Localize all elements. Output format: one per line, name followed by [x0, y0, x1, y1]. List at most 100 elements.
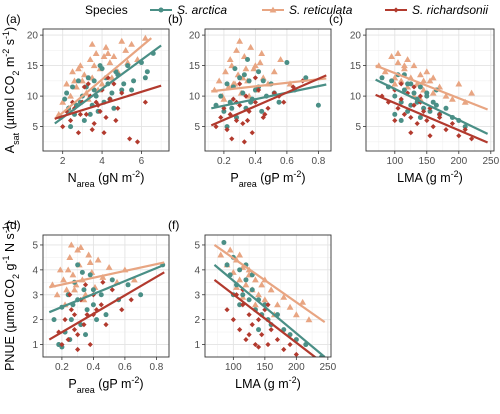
- data-point: [252, 75, 258, 81]
- data-point: [240, 292, 246, 298]
- data-point: [241, 139, 247, 145]
- data-point: [104, 50, 112, 56]
- regression-line: [54, 84, 162, 120]
- data-point: [85, 81, 91, 87]
- data-point: [221, 108, 227, 114]
- data-point: [381, 68, 389, 75]
- x-tick-label: 150: [257, 362, 274, 373]
- data-point: [75, 346, 81, 353]
- data-point: [423, 68, 431, 75]
- data-point: [456, 133, 462, 139]
- data-point: [87, 341, 93, 348]
- data-point: [392, 111, 398, 117]
- data-point: [106, 59, 114, 66]
- regression-line: [211, 83, 327, 110]
- x-tick-label: 0.4: [248, 156, 262, 167]
- panel-frame: [204, 234, 332, 358]
- y-tick-label: 4: [194, 265, 200, 276]
- data-point: [259, 74, 267, 81]
- data-point: [240, 90, 246, 96]
- data-point: [417, 71, 424, 78]
- x-tick-label: 100: [386, 156, 403, 167]
- data-point: [90, 287, 96, 293]
- panel-frame: [42, 234, 170, 358]
- data-point: [56, 266, 64, 273]
- data-point: [443, 127, 449, 133]
- y-tick-label: 10: [350, 92, 362, 103]
- panel-c: 100 150 200 250 5 10 15 20 (c) LMA (g m-2): [329, 12, 500, 185]
- data-point: [105, 75, 111, 81]
- data-point: [404, 56, 411, 63]
- data-point: [113, 117, 119, 124]
- data-point: [270, 68, 278, 75]
- data-point: [220, 95, 228, 102]
- regression-line: [54, 37, 152, 121]
- data-point: [70, 84, 76, 90]
- x-axis-label: Parea (gP m-2): [68, 375, 143, 395]
- data-point: [224, 81, 230, 87]
- data-point: [99, 273, 107, 280]
- y-tick-label: 5: [194, 240, 200, 251]
- data-point: [85, 75, 91, 81]
- data-point: [249, 322, 255, 328]
- x-tick-label: 100: [225, 362, 242, 373]
- data-point: [398, 118, 404, 123]
- data-point: [74, 246, 82, 253]
- data-point: [449, 95, 456, 102]
- y-axis-label: PNUE (µmol CO2 g-1 N s-1): [1, 221, 21, 371]
- legend-key-marker: [158, 7, 164, 13]
- data-point: [430, 124, 436, 130]
- x-tick-label: 6: [139, 156, 145, 167]
- data-point: [233, 117, 240, 124]
- data-point: [110, 53, 118, 59]
- data-point: [82, 282, 89, 288]
- plot-area: [205, 235, 331, 357]
- y-tick-label: 15: [27, 61, 39, 72]
- data-point: [246, 331, 252, 338]
- regression-line: [375, 64, 489, 111]
- data-point: [75, 78, 81, 84]
- data-point: [401, 111, 407, 117]
- data-point: [141, 34, 149, 41]
- data-point: [69, 99, 76, 105]
- y-tick-label: 20: [27, 31, 39, 42]
- data-point: [59, 98, 67, 105]
- data-point: [255, 87, 262, 93]
- data-point: [230, 96, 236, 102]
- data-point: [280, 293, 288, 300]
- data-point: [284, 60, 290, 66]
- data-point: [121, 81, 127, 87]
- data-point: [287, 341, 293, 348]
- x-tick-label: 0.4: [86, 362, 100, 373]
- data-point: [265, 302, 271, 308]
- data-point: [77, 244, 85, 250]
- panel-label: (a): [6, 12, 21, 26]
- data-point: [100, 279, 106, 285]
- data-point: [421, 105, 427, 111]
- data-point: [256, 327, 262, 333]
- panel-frame: [204, 28, 332, 152]
- data-point: [281, 346, 287, 353]
- data-point: [80, 71, 88, 78]
- panel-f: 100 150 200 250 1 2 3 4 5 (f) LMA (g m-2): [168, 218, 337, 391]
- data-point: [455, 80, 463, 87]
- data-point: [108, 74, 116, 81]
- data-point: [67, 241, 75, 248]
- data-point: [256, 59, 264, 66]
- panel-frame: [42, 28, 170, 152]
- data-point: [256, 69, 262, 75]
- data-point: [71, 312, 78, 318]
- data-point: [81, 322, 87, 328]
- regression-line: [375, 78, 489, 135]
- data-point: [222, 68, 229, 75]
- data-point: [385, 99, 391, 105]
- legend: Species S. arctica S. reticulata S. richard…: [85, 3, 488, 17]
- data-point: [224, 262, 230, 268]
- data-point: [237, 302, 243, 308]
- data-point: [98, 292, 104, 298]
- data-point: [103, 312, 109, 318]
- data-point: [79, 269, 85, 275]
- regression-line: [48, 271, 165, 341]
